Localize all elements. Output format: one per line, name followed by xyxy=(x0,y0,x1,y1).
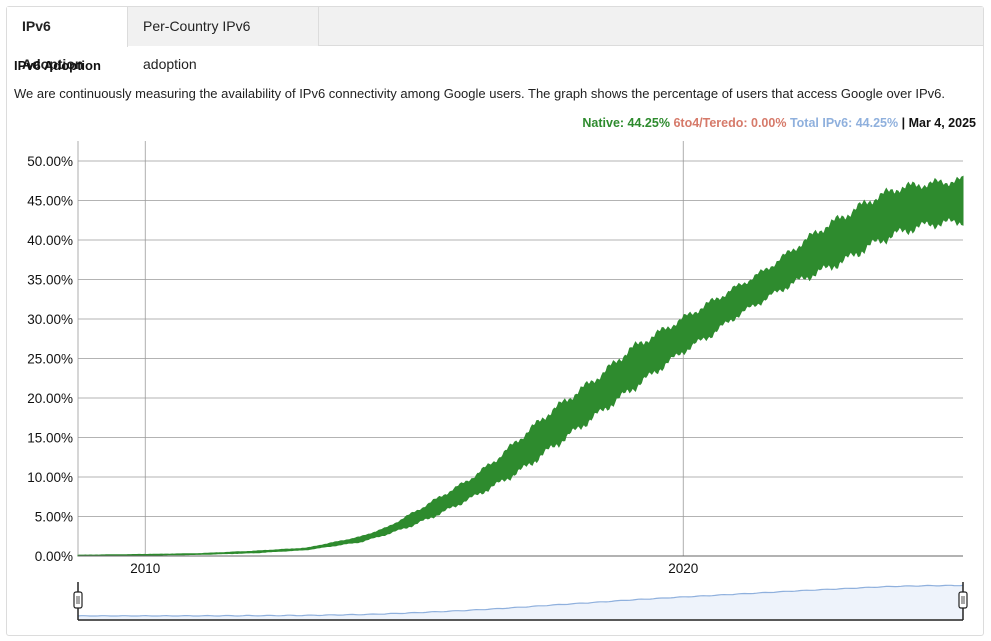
tab-ipv6-adoption[interactable]: IPv6 Adoption xyxy=(7,7,128,72)
tab-per-country[interactable]: Per-Country IPv6 adoption xyxy=(128,7,319,72)
y-tick-label: 40.00% xyxy=(27,233,73,248)
navigator-right-handle[interactable] xyxy=(958,591,968,609)
y-tick-label: 45.00% xyxy=(27,194,73,209)
chart-legend: Native: 44.25% 6to4/Teredo: 0.00% Total … xyxy=(582,116,976,130)
legend-teredo: 6to4/Teredo: 0.00% xyxy=(673,116,787,130)
x-tick-label: 2020 xyxy=(668,561,698,576)
tab-bar: IPv6 Adoption Per-Country IPv6 adoption xyxy=(7,7,983,72)
y-tick-label: 30.00% xyxy=(27,312,73,327)
y-tick-label: 15.00% xyxy=(27,431,73,446)
y-tick-label: 10.00% xyxy=(27,470,73,485)
legend-separator: | xyxy=(901,116,906,130)
legend-date: Mar 4, 2025 xyxy=(908,116,976,130)
y-tick-label: 50.00% xyxy=(27,154,73,169)
series-native xyxy=(77,175,964,557)
legend-native: Native: 44.25% xyxy=(582,116,670,130)
navigator-left-handle[interactable] xyxy=(73,591,83,609)
section-description: We are continuously measuring the availa… xyxy=(14,86,945,101)
y-tick-label: 0.00% xyxy=(35,549,73,564)
y-tick-label: 25.00% xyxy=(27,352,73,367)
x-tick-label: 2010 xyxy=(130,561,160,576)
plot-area xyxy=(78,141,963,556)
section-title: IPv6 Adoption xyxy=(14,58,101,73)
navigator-line xyxy=(77,584,964,617)
y-tick-label: 35.00% xyxy=(27,273,73,288)
y-tick-label: 5.00% xyxy=(35,510,73,525)
y-tick-label: 20.00% xyxy=(27,391,73,406)
legend-total: Total IPv6: 44.25% xyxy=(789,116,899,130)
